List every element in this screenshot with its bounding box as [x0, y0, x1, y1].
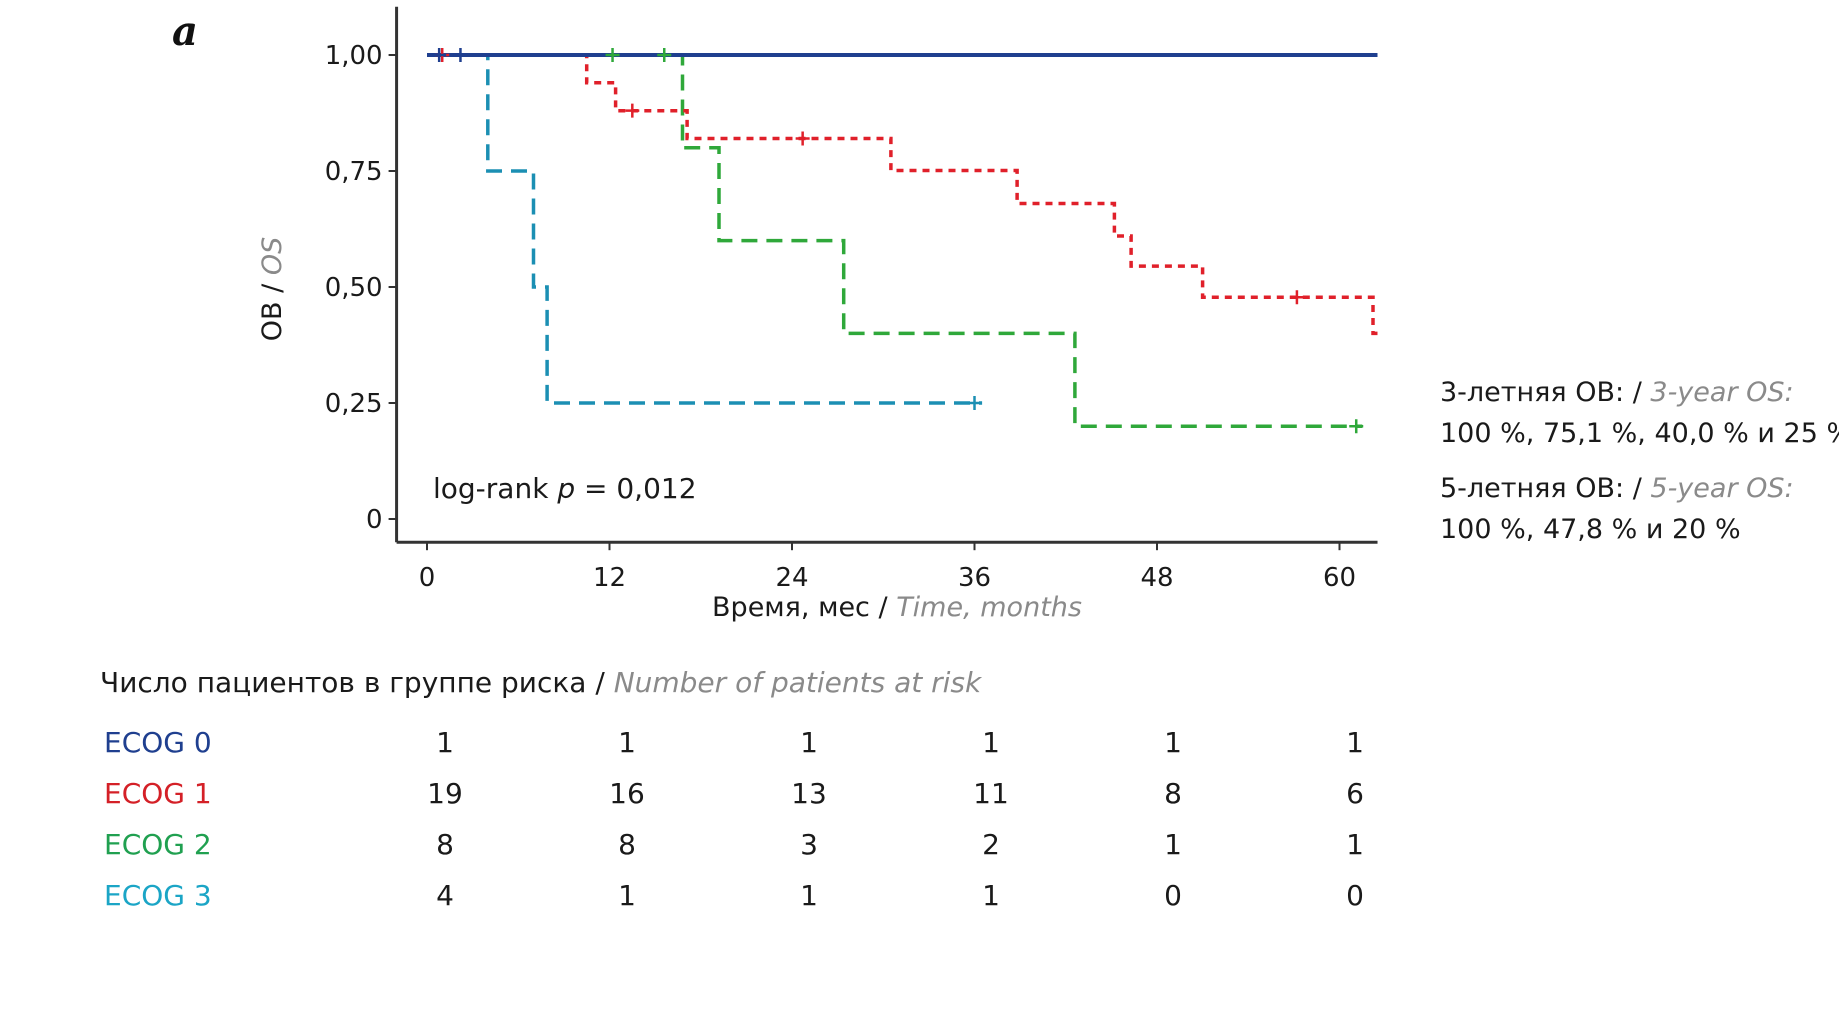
- y-tick-label: 0,25: [325, 389, 383, 419]
- log-rank-prefix: log-rank: [433, 472, 557, 505]
- censor-mark: [432, 48, 447, 62]
- risk-cell: 8: [436, 828, 454, 861]
- y-axis-title-en: OS: [257, 237, 288, 275]
- x-tick-label: 48: [1140, 563, 1173, 593]
- y-tick-label: 0,75: [325, 157, 383, 187]
- x-tick-label: 36: [958, 563, 991, 593]
- survival-curves: [427, 53, 1378, 428]
- risk-cell: 1: [800, 726, 818, 759]
- risk-row: ECOG 3 4 1 1 1 0 0: [0, 879, 1839, 919]
- risk-cell: 3: [800, 828, 818, 861]
- curve-ecog-1: [427, 53, 1378, 336]
- risk-table-title: Число пациентов в группе риска / Number …: [100, 666, 981, 699]
- x-axis-title-en: Time, months: [896, 592, 1082, 623]
- censor-mark: [967, 396, 982, 410]
- y-axis-title-ru: ОВ /: [257, 283, 288, 341]
- risk-cell: 0: [1346, 879, 1364, 912]
- censor-mark: [1349, 419, 1364, 434]
- risk-row: ECOG 2 8 8 3 2 1 1: [0, 828, 1839, 868]
- log-rank-p: p: [556, 472, 575, 505]
- risk-cell: 19: [427, 777, 463, 810]
- risk-cell: 1: [1164, 828, 1182, 861]
- risk-row-label: ECOG 2: [104, 828, 212, 861]
- log-rank-value: = 0,012: [575, 472, 696, 505]
- risk-table-title-en: Number of patients at risk: [613, 666, 982, 699]
- risk-cell: 1: [1164, 726, 1182, 759]
- x-tick-label: 0: [419, 563, 436, 593]
- five-year-values: 100 %, 47,8 % и 20 %: [1440, 514, 1741, 545]
- x-tick-label: 60: [1323, 563, 1356, 593]
- risk-row-label: ECOG 1: [104, 777, 212, 810]
- risk-cell: 1: [982, 879, 1000, 912]
- risk-cell: 0: [1164, 879, 1182, 912]
- three-year-label: 3-летняя ОВ: /: [1440, 377, 1642, 408]
- risk-cell: 8: [1164, 777, 1182, 810]
- risk-row-label: ECOG 0: [104, 726, 212, 759]
- risk-row: ECOG 0 1 1 1 1 1 1: [0, 726, 1839, 766]
- km-plot: 1,00 0,75 0,50 0,25 0 0 12 24 36 48 60 log-rank p …: [257, 6, 1378, 623]
- y-tick-label: 0,50: [325, 273, 383, 303]
- three-year-label-en: 3-year OS:: [1650, 377, 1794, 408]
- risk-cell: 2: [982, 828, 1000, 861]
- log-rank-annotation: log-rank p = 0,012: [433, 472, 697, 505]
- censor-mark: [453, 48, 468, 62]
- five-year-label: 5-летняя ОВ: /: [1440, 473, 1642, 504]
- risk-cell: 16: [609, 777, 645, 810]
- censor-mark: [657, 48, 672, 62]
- risk-cell: 1: [800, 879, 818, 912]
- risk-cell: 13: [791, 777, 827, 810]
- three-year-values: 100 %, 75,1 %, 40,0 % и 25 %: [1440, 418, 1839, 449]
- risk-row: ECOG 1 19 16 13 11 8 6: [0, 777, 1839, 817]
- risk-table-title-ru: Число пациентов в группе риска /: [100, 666, 605, 699]
- y-axis-title: ОВ / OS: [257, 237, 288, 341]
- x-axis-title: Время, мес / Time, months: [712, 592, 1082, 623]
- risk-cell: 1: [982, 726, 1000, 759]
- five-year-label-en: 5-year OS:: [1650, 473, 1794, 504]
- panel-label: a: [172, 8, 198, 55]
- y-tick-label: 0: [366, 505, 383, 535]
- censor-mark: [625, 103, 640, 118]
- five-year-os-note: 5-летняя ОВ: / 5-year OS: 100 %, 47,8 % …: [1440, 468, 1794, 550]
- risk-cell: 1: [618, 726, 636, 759]
- risk-cell: 8: [618, 828, 636, 861]
- risk-cell: 1: [1346, 828, 1364, 861]
- censor-mark: [605, 48, 620, 62]
- censor-mark: [1289, 290, 1304, 305]
- x-axis-title-ru: Время, мес /: [712, 592, 888, 623]
- curve-ecog-2: [427, 53, 1363, 428]
- x-tick-label: 24: [775, 563, 808, 593]
- axes: 1,00 0,75 0,50 0,25 0 0 12 24 36 48 60: [325, 6, 1378, 593]
- risk-cell: 6: [1346, 777, 1364, 810]
- y-tick-label: 1,00: [325, 41, 383, 71]
- risk-cell: 1: [618, 879, 636, 912]
- risk-row-label: ECOG 3: [104, 879, 212, 912]
- risk-cell: 1: [436, 726, 454, 759]
- censor-marks: [432, 48, 1364, 434]
- x-tick-label: 12: [593, 563, 626, 593]
- curve-ecog-3: [427, 53, 983, 405]
- censor-mark: [795, 131, 810, 146]
- risk-cell: 4: [436, 879, 454, 912]
- risk-cell: 11: [973, 777, 1009, 810]
- three-year-os-note: 3-летняя ОВ: / 3-year OS: 100 %, 75,1 %,…: [1440, 372, 1839, 454]
- risk-cell: 1: [1346, 726, 1364, 759]
